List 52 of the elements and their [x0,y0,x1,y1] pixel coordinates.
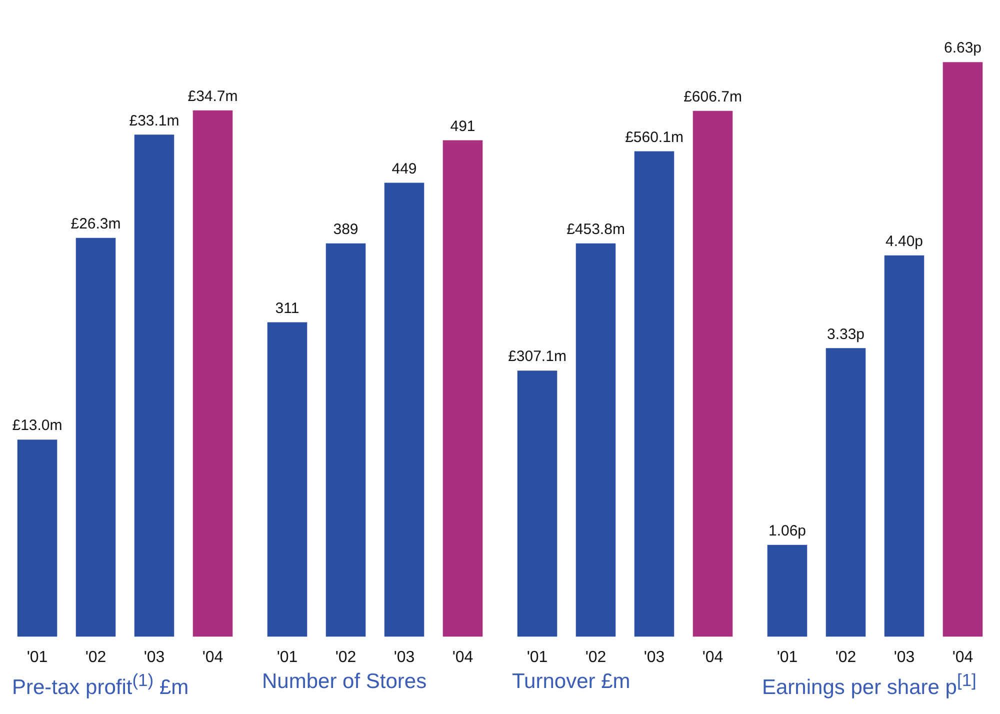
bar [517,370,558,637]
bar [192,110,233,637]
x-tick-label: '03 [394,648,415,666]
bar [326,243,366,637]
bar [76,238,116,637]
bar [884,255,924,637]
x-tick-label: '02 [85,648,106,666]
x-tick-label: '01 [526,648,548,666]
bar [692,110,733,637]
text: Pre-tax profit$^{(1)}$ £m [11,670,190,701]
bar [942,62,983,637]
data-label: £606.7m [684,88,742,106]
data-label: 3.33p [826,326,865,343]
x-tick-label: '03 [644,648,665,666]
bar [134,134,174,637]
x-tick-label: '04 [702,648,724,666]
bar [826,348,866,637]
x-tick-label: '01 [26,648,48,666]
data-label: 311 [275,300,300,317]
data-label: 6.63p [944,40,982,57]
x-tick-label: '04 [952,648,974,666]
x-tick-label: '02 [585,648,606,666]
data-label: £33.1m [129,112,180,130]
data-label: 449 [392,160,417,178]
x-tick-label: '02 [335,648,356,666]
data-label: 1.06p [768,522,806,540]
text: Number of Stores [261,670,428,695]
data-label: 4.40p [885,233,924,250]
data-label: £560.1m [625,128,684,146]
data-label: £307.1m [508,348,566,366]
x-tick-label: '03 [144,648,165,666]
data-label: £34.7m [188,88,238,106]
bar [576,243,616,637]
text: Earnings per share p$^{[1]}$ [761,670,978,701]
data-label: £453.8m [566,221,625,238]
data-label: 389 [333,221,358,238]
data-label: 491 [450,118,476,135]
data-label: £13.0m [12,417,62,434]
text: Turnover £m [511,670,632,695]
x-tick-label: '01 [276,648,298,666]
data-label: £26.3m [70,215,121,232]
bar [767,544,808,637]
x-tick-label: '01 [776,648,798,666]
bar [634,151,674,637]
x-tick-label: '04 [202,648,224,666]
bar [17,440,58,637]
bar [442,140,483,637]
bar [384,182,424,637]
x-tick-label: '02 [835,648,856,666]
x-tick-label: '04 [452,648,474,666]
bar [267,322,308,637]
x-tick-label: '03 [894,648,915,666]
